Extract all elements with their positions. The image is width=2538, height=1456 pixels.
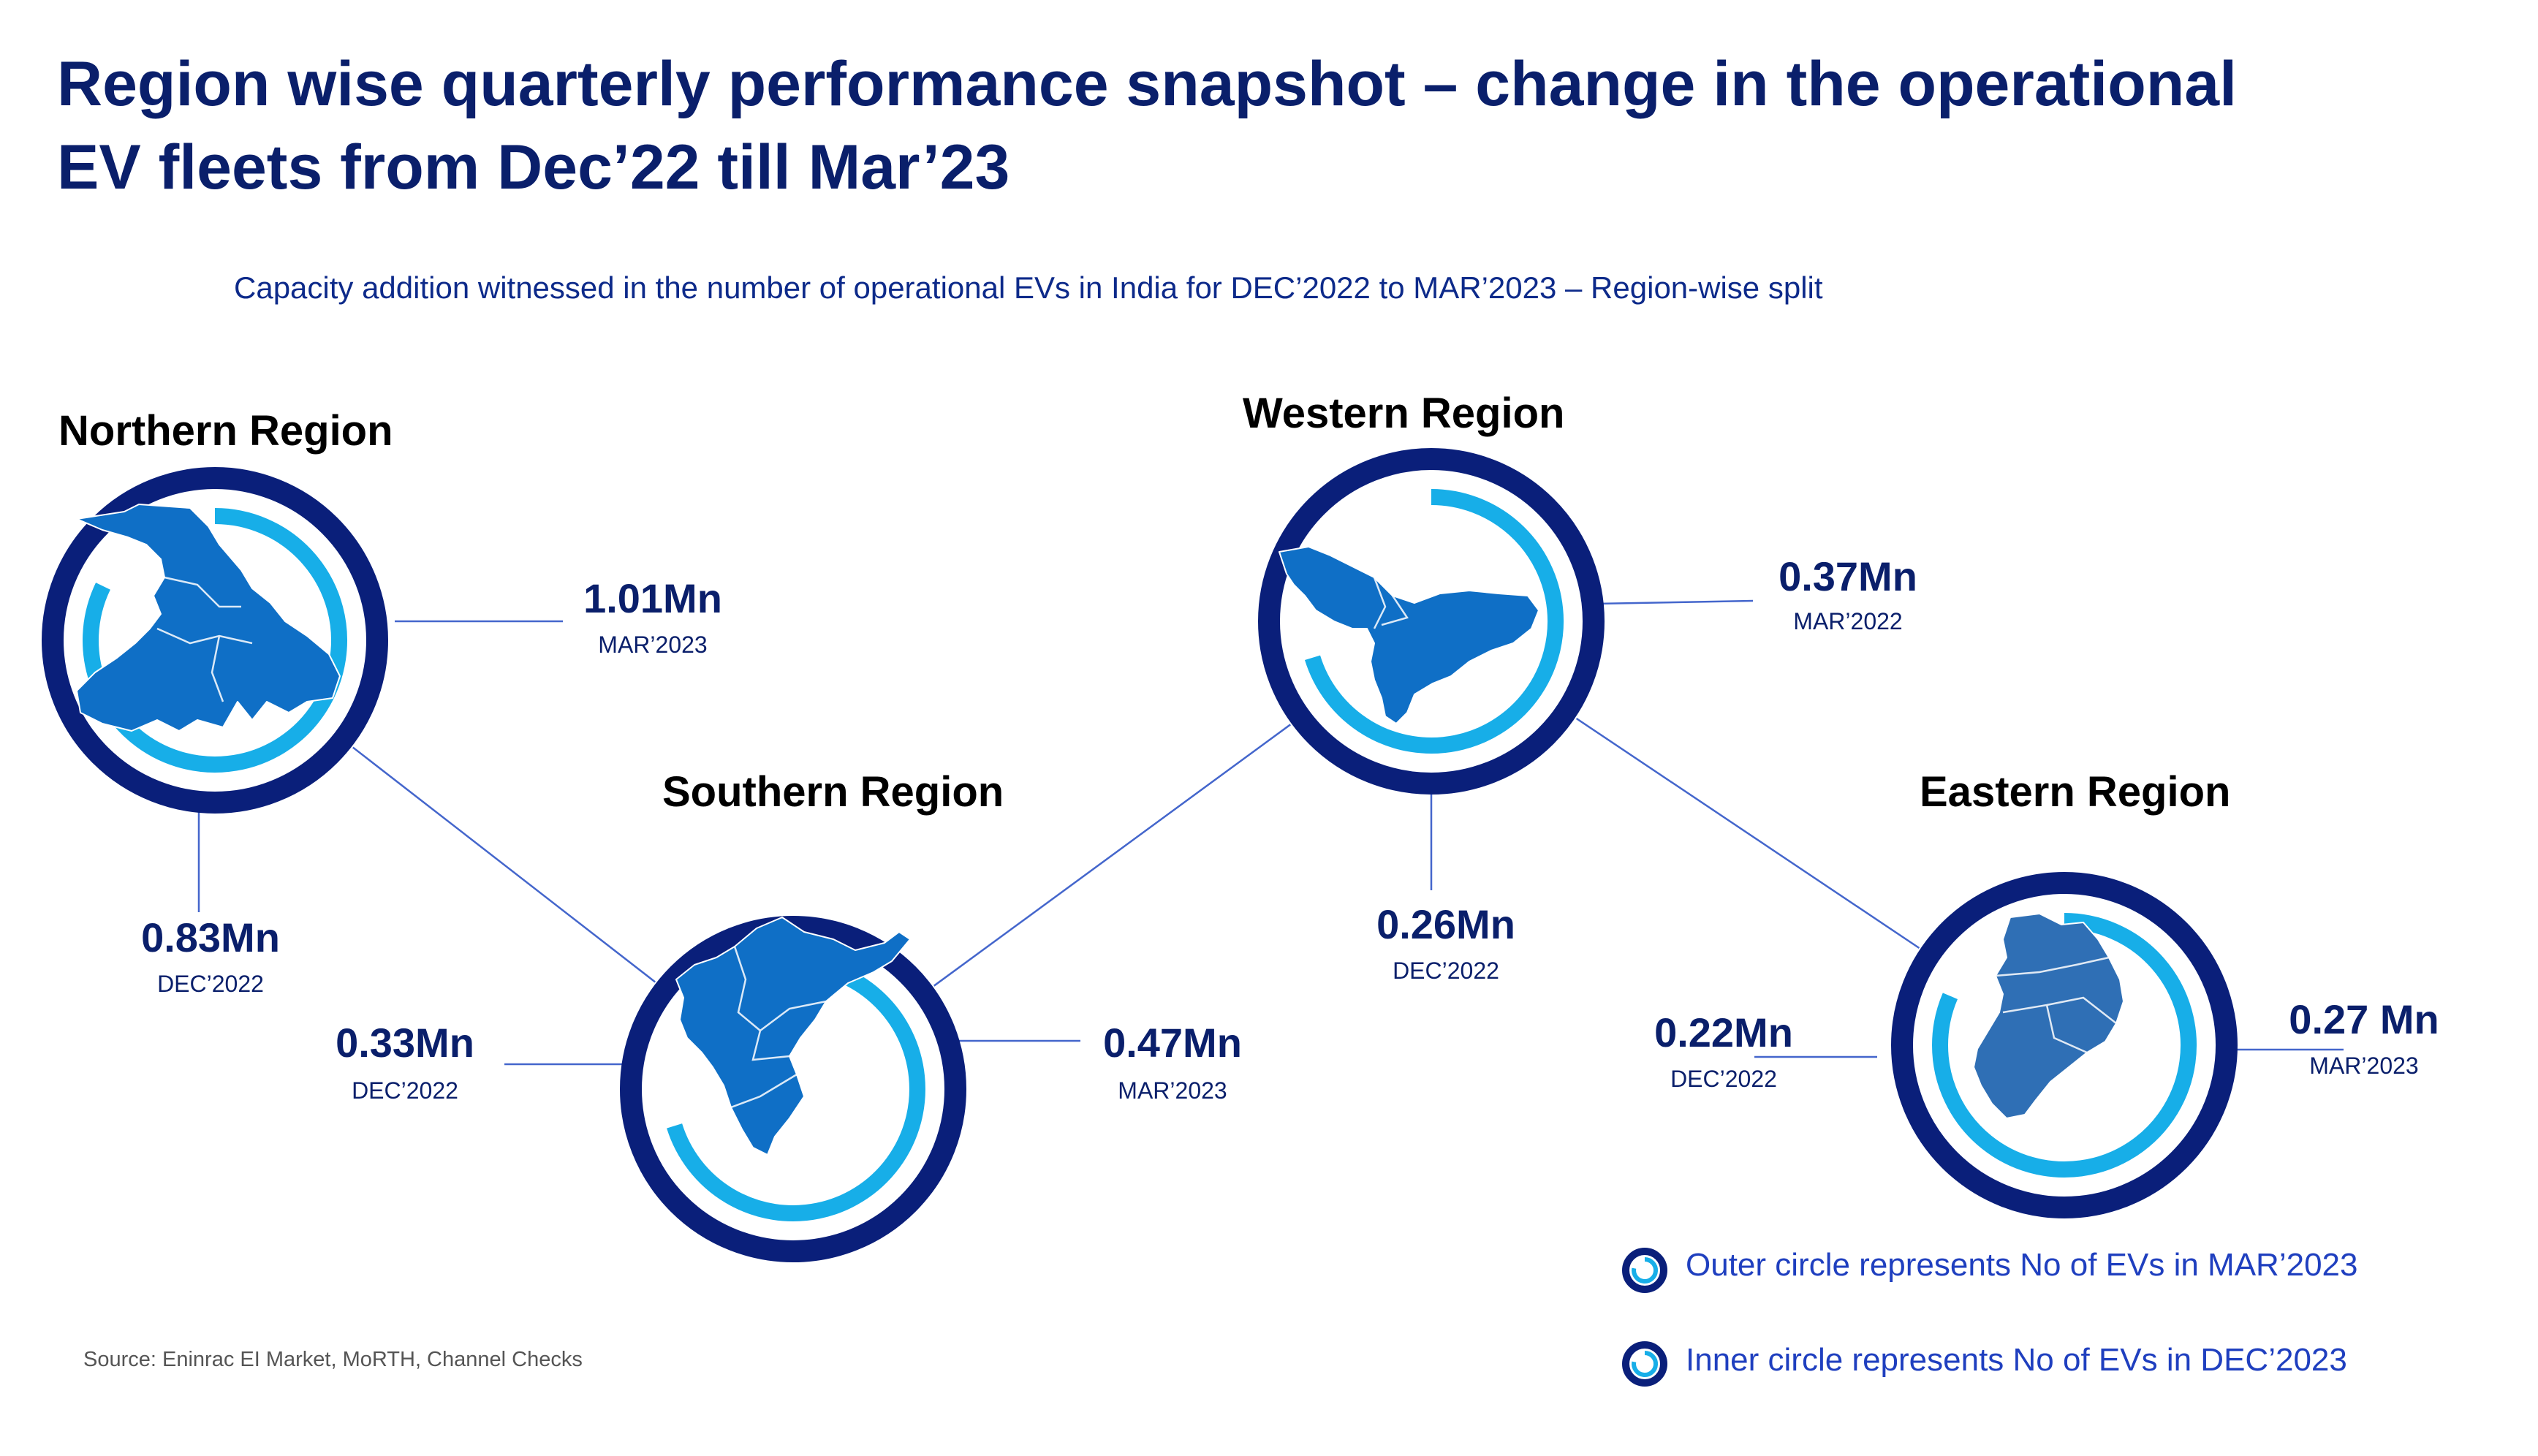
connector-line-2 (933, 724, 1291, 987)
connector-line-3 (1575, 717, 1920, 949)
northern-mar-label: MAR’2023 (598, 632, 708, 658)
legend-outer-text: Outer circle represents No of EVs in MAR… (1686, 1247, 2358, 1283)
title-line-2: EV fleets from Dec’22 till Mar’23 (57, 132, 1010, 202)
southern-inner-arc (667, 957, 925, 1221)
northern-mar-value: 1.01Mn (583, 575, 722, 621)
title-line-1: Region wise quarterly performance snapsh… (57, 49, 2237, 119)
southern-dec-value: 0.33Mn (336, 1020, 474, 1066)
southern-dec-label: DEC’2022 (352, 1077, 458, 1104)
northern-map-borders (156, 576, 253, 702)
region-title-northern: Northern Region (58, 407, 393, 455)
southern-map-borders (730, 946, 827, 1109)
eastern-mar-label: MAR’2023 (2309, 1053, 2419, 1079)
west-india-map-icon (1279, 546, 1539, 724)
southern-mar-value: 0.47Mn (1103, 1020, 1242, 1066)
connector-lines (197, 599, 2344, 1066)
region-title-southern: Southern Region (662, 768, 1004, 816)
eastern-dec-value: 0.22Mn (1654, 1009, 1793, 1055)
legend-outer-ring-icon-inner (1632, 1257, 1658, 1284)
southern-mar-label: MAR’2023 (1118, 1077, 1227, 1104)
western-inner-arc (1304, 489, 1564, 754)
north-india-map-icon (76, 504, 341, 732)
south-india-map-icon (675, 917, 911, 1156)
region-circles (42, 448, 2238, 1262)
legend-inner-ring-icon-inner (1632, 1351, 1658, 1377)
eastern-mar-value: 0.27 Mn (2289, 996, 2439, 1042)
eastern-map-borders (1995, 956, 2117, 1054)
legend-outer-ring-icon-outer (1622, 1248, 1667, 1293)
western-mar-leader (1596, 599, 1754, 605)
legend-outer-ring-icon (1622, 1248, 1667, 1293)
western-mar-label: MAR’2022 (1793, 608, 1903, 634)
northern-dec-label: DEC’2022 (157, 971, 264, 997)
region-title-western: Western Region (1243, 390, 1565, 437)
legend-icons (1622, 1248, 1667, 1387)
region-title-eastern: Eastern Region (1920, 768, 2231, 816)
eastern-inner-arc (1932, 913, 2197, 1178)
connector-line-1 (352, 746, 656, 983)
legend-inner-text: Inner circle represents No of EVs in DEC… (1686, 1342, 2347, 1378)
legend-inner-ring-icon-outer (1622, 1341, 1667, 1387)
source-note: Source: Eninrac EI Market, MoRTH, Channe… (83, 1348, 583, 1371)
western-map-borders (1373, 577, 1409, 629)
page-title: Region wise quarterly performance snapsh… (57, 42, 2396, 209)
chart-subtitle: Capacity addition witnessed in the numbe… (234, 270, 1823, 305)
western-dec-label: DEC’2022 (1393, 958, 1499, 984)
western-mar-value: 0.37Mn (1779, 553, 1917, 599)
western-dec-value: 0.26Mn (1376, 901, 1515, 947)
northern-dec-value: 0.83Mn (141, 914, 280, 960)
legend-inner-ring-icon (1622, 1341, 1667, 1387)
eastern-dec-label: DEC’2022 (1670, 1066, 1777, 1092)
